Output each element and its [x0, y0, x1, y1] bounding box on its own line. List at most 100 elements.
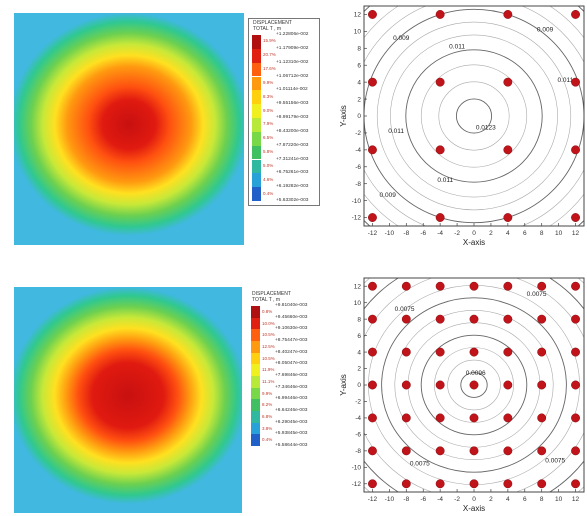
support-point [435, 145, 445, 155]
x-tick-label: 8 [540, 496, 544, 503]
legend-swatch [252, 35, 261, 49]
x-tick-label: -6 [420, 496, 426, 503]
legend-value: +6.19282e-003 [276, 184, 309, 190]
x-tick-label: 12 [572, 496, 580, 503]
contour-label: 0.0075 [395, 306, 415, 313]
legend-value: +9.55156e-003 [276, 101, 309, 107]
contour-label: 0.009 [380, 192, 397, 199]
contour-line [394, 309, 554, 461]
legend-swatch [251, 422, 260, 435]
legend-percent: 7.9% [263, 121, 274, 127]
legend-value: +9.81040e-003 [275, 303, 308, 308]
support-point [571, 145, 580, 155]
support-point [469, 347, 479, 357]
contour-label: 0.0123 [476, 125, 496, 132]
contour-group [364, 6, 584, 226]
x-tick-label: 10 [555, 230, 563, 237]
y-tick-label: 4 [357, 349, 361, 356]
contour-line [364, 8, 584, 224]
legend-swatch [251, 387, 260, 400]
x-tick-label: 2 [489, 230, 493, 237]
legend-percent: 3.8% [262, 425, 273, 431]
contour-label: 0.011 [449, 43, 465, 50]
contour-label: 0.009 [393, 35, 410, 42]
x-tick-label: 2 [489, 496, 493, 503]
x-tick-label: 0 [472, 230, 476, 237]
contour-group [364, 278, 584, 492]
legend-value: +8.75447e-003 [275, 338, 308, 343]
legend-swatch [252, 173, 261, 188]
support-point [368, 77, 377, 87]
legend-percent: 6.5% [263, 135, 274, 141]
legend-percent: 10.5% [262, 332, 275, 338]
legend-swatch [251, 341, 260, 353]
x-tick-label: -12 [368, 230, 378, 237]
support-point [537, 314, 547, 324]
y-tick-label: 6 [357, 62, 361, 69]
legend-bottom: DISPLACEMENT TOTAL T , m 0.8% 10.0% 10.5% 12.… [248, 290, 318, 450]
legend-value: +7.31241e-003 [276, 156, 309, 162]
support-point [401, 413, 411, 423]
contour-line [376, 21, 572, 211]
legend-title: DISPLACEMENT TOTAL T , m [253, 20, 292, 32]
support-point [537, 380, 547, 390]
heatmap-bottom [14, 287, 242, 513]
y-tick-label: 0 [357, 113, 361, 120]
legend-value: +1.12310e-002 [276, 59, 309, 65]
legend-value: +6.75261e-003 [276, 170, 309, 176]
support-point [469, 413, 479, 423]
y-axis-label: Y-axis [339, 105, 348, 127]
x-tick-label: 8 [540, 230, 544, 237]
support-point [503, 446, 513, 456]
support-point [571, 10, 580, 19]
contour-line [364, 278, 584, 492]
support-point [469, 479, 479, 489]
scatter-plot-bottom: -12 -10 -8 -6 -4 -2 0 2 4 6 8 10 12 -12 -10 -8 -6 -4 -2 0 2 4… [339, 277, 585, 513]
legend-swatch [252, 145, 261, 160]
y-tick-label: -10 [352, 465, 362, 472]
support-point [368, 281, 377, 291]
legend-value: +1.17909e-002 [276, 45, 309, 51]
contour-line [364, 278, 584, 492]
contour-line [438, 81, 510, 151]
contour-line [460, 372, 488, 398]
legend-swatch [251, 364, 260, 376]
contour-line [420, 334, 528, 436]
y-tick-label: 8 [357, 316, 361, 323]
x-tick-label: 4 [506, 496, 510, 503]
support-point [537, 281, 547, 291]
legend-swatch [251, 434, 260, 446]
x-axis-label: X-axis [463, 504, 485, 513]
legend-value: +7.34646e-003 [275, 384, 308, 390]
legend-value: +7.87220e-003 [276, 142, 309, 148]
y-tick-label: 4 [357, 79, 361, 86]
legend-value: +1.01114e-002 [276, 87, 308, 93]
y-tick-label: -6 [355, 164, 361, 171]
contour-label: 0.0096 [466, 370, 486, 377]
legend-swatch [252, 90, 261, 105]
legend-value: +1.22806e-002 [276, 32, 309, 37]
y-tick-label: 2 [357, 366, 361, 373]
y-tick-label: 10 [354, 300, 362, 307]
legend-percent: 20.7% [263, 52, 276, 58]
legend-top: DISPLACEMENT TOTAL T , m 15.9% 20.7% 17.6% 9.… [248, 18, 320, 206]
support-point [503, 10, 513, 19]
x-tick-label: 6 [523, 496, 527, 503]
contour-line [405, 49, 543, 183]
contour-label: 0.009 [537, 26, 554, 33]
legend-percent: 4.6% [263, 176, 274, 182]
support-point [368, 10, 377, 19]
support-point [503, 479, 513, 489]
support-point [401, 281, 411, 291]
support-point [503, 314, 513, 324]
legend-percent: 9.9% [262, 390, 273, 396]
support-point [435, 347, 445, 357]
legend-percent: 5.0% [263, 162, 274, 168]
legend-swatch [251, 376, 260, 388]
support-point [435, 213, 445, 222]
heatmap-top [14, 13, 244, 245]
support-point [571, 347, 580, 357]
support-point [571, 479, 580, 489]
legend-percent: 9.9% [263, 79, 274, 85]
contour-label: 0.0075 [545, 457, 565, 464]
